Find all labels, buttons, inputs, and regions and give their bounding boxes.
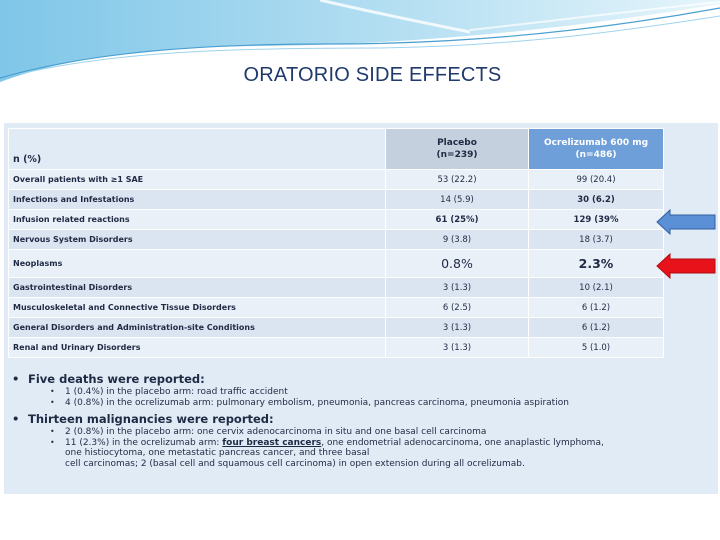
row-label: Nervous System Disorders (8, 229, 386, 250)
row-placebo-value: 6 (2.5) (385, 297, 529, 318)
row-ocrelizumab-value: 2.3% (528, 249, 664, 278)
malignancies-bullet: • Thirteen malignancies were reported: (12, 412, 712, 427)
slide-title: ORATORIO SIDE EFFECTS (243, 64, 502, 86)
row-label: Neoplasms (8, 249, 386, 278)
malignancies-heading: Thirteen malignancies were reported: (28, 412, 274, 426)
table-row: Gastrointestinal Disorders 3 (1.3) 10 (2… (8, 277, 664, 298)
malignancies-item-line2: one histiocytoma, one metastatic pancrea… (65, 448, 370, 458)
header-swoosh-decoration (0, 0, 720, 82)
row-placebo-value: 53 (22.2) (385, 169, 529, 190)
bullet-dot-icon: • (50, 387, 55, 396)
list-item: • 1 (0.4%) in the placebo arm: road traf… (50, 387, 712, 398)
row-ocrelizumab-value: 129 (39% (528, 209, 664, 230)
table-row: Infusion related reactions 61 (25%) 129 … (8, 209, 664, 230)
malignancies-item: 2 (0.8%) in the placebo arm: one cervix … (65, 427, 487, 437)
list-item: • 2 (0.8%) in the placebo arm: one cervi… (50, 427, 712, 438)
table-row: Overall patients with ≥1 SAE 53 (22.2) 9… (8, 169, 664, 190)
table-row-neoplasms: Neoplasms 0.8% 2.3% (8, 249, 664, 278)
blue-arrow-icon (656, 209, 716, 235)
header-placebo-n: (n=239) (436, 150, 478, 160)
row-placebo-value: 3 (1.3) (385, 317, 529, 338)
bullet-dot-icon: • (12, 372, 20, 386)
malignancies-item-emphasis: four breast cancers (222, 437, 322, 448)
row-label: Renal and Urinary Disorders (8, 337, 386, 358)
bullet-dot-icon: • (50, 397, 55, 407)
row-ocrelizumab-value: 6 (1.2) (528, 317, 664, 338)
table-row: Renal and Urinary Disorders 3 (1.3) 5 (1… (8, 337, 664, 358)
row-placebo-value: 14 (5.9) (385, 189, 529, 210)
table-row: Infections and Infestations 14 (5.9) 30 … (8, 189, 664, 210)
deaths-heading: Five deaths were reported: (28, 372, 205, 386)
header-placebo: Placebo (n=239) (385, 128, 529, 170)
side-effects-table: n (%) Placebo (n=239) Ocrelizumab 600 mg… (8, 128, 664, 358)
row-label: General Disorders and Administration-sit… (8, 317, 386, 338)
row-ocrelizumab-value: 30 (6.2) (528, 189, 664, 210)
malignancies-item: 11 (2.3%) in the ocrelizumab arm: four b… (65, 438, 604, 470)
row-label: Gastrointestinal Disorders (8, 277, 386, 298)
bullet-dot-icon: • (50, 437, 55, 447)
header-ocrelizumab-name: Ocrelizumab 600 mg (543, 138, 649, 148)
row-placebo-value: 3 (1.3) (385, 277, 529, 298)
header-label: n (%) (8, 128, 386, 170)
row-label: Infections and Infestations (8, 189, 386, 210)
malignancies-item-line3: cell carcinomas; 2 (basal cell and squam… (65, 458, 525, 469)
row-placebo-value: 9 (3.8) (385, 229, 529, 250)
row-label: Infusion related reactions (8, 209, 386, 230)
table-row: Musculoskeletal and Connective Tissue Di… (8, 297, 664, 318)
row-ocrelizumab-value: 99 (20.4) (528, 169, 664, 190)
list-item: • 4 (0.8%) in the ocrelizumab arm: pulmo… (50, 398, 712, 409)
header-ocrelizumab-n: (n=486) (575, 150, 617, 160)
deaths-item: 4 (0.8%) in the ocrelizumab arm: pulmona… (65, 397, 569, 408)
bullet-dot-icon: • (50, 427, 55, 436)
header-placebo-name: Placebo (437, 138, 477, 148)
table-row: Nervous System Disorders 9 (3.8) 18 (3.7… (8, 229, 664, 250)
row-placebo-value: 0.8% (385, 249, 529, 278)
row-label: Overall patients with ≥1 SAE (8, 169, 386, 190)
table-row: General Disorders and Administration-sit… (8, 317, 664, 338)
notes-section: • Five deaths were reported: • 1 (0.4%) … (12, 372, 712, 469)
deaths-bullet: • Five deaths were reported: (12, 372, 712, 387)
red-arrow-icon (656, 253, 716, 279)
list-item: • 11 (2.3%) in the ocrelizumab arm: four… (50, 438, 712, 470)
row-ocrelizumab-value: 5 (1.0) (528, 337, 664, 358)
malignancies-item-prefix: 11 (2.3%) in the ocrelizumab arm: (65, 437, 223, 448)
deaths-item: 1 (0.4%) in the placebo arm: road traffi… (65, 387, 288, 397)
row-ocrelizumab-value: 10 (2.1) (528, 277, 664, 298)
bullet-dot-icon: • (12, 412, 20, 426)
row-ocrelizumab-value: 18 (3.7) (528, 229, 664, 250)
row-placebo-value: 3 (1.3) (385, 337, 529, 358)
malignancies-item-line1: , one endometrial adenocarcinoma, one an… (321, 437, 604, 448)
row-placebo-value: 61 (25%) (385, 209, 529, 230)
header-ocrelizumab: Ocrelizumab 600 mg (n=486) (528, 128, 664, 170)
table-header-row: n (%) Placebo (n=239) Ocrelizumab 600 mg… (8, 128, 664, 170)
row-label: Musculoskeletal and Connective Tissue Di… (8, 297, 386, 318)
row-ocrelizumab-value: 6 (1.2) (528, 297, 664, 318)
